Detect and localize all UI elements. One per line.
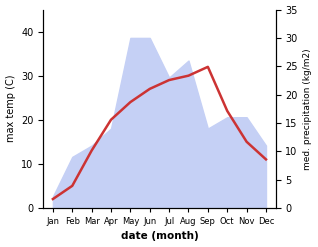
Y-axis label: med. precipitation (kg/m2): med. precipitation (kg/m2) bbox=[303, 48, 313, 169]
Y-axis label: max temp (C): max temp (C) bbox=[5, 75, 16, 143]
X-axis label: date (month): date (month) bbox=[121, 231, 198, 242]
